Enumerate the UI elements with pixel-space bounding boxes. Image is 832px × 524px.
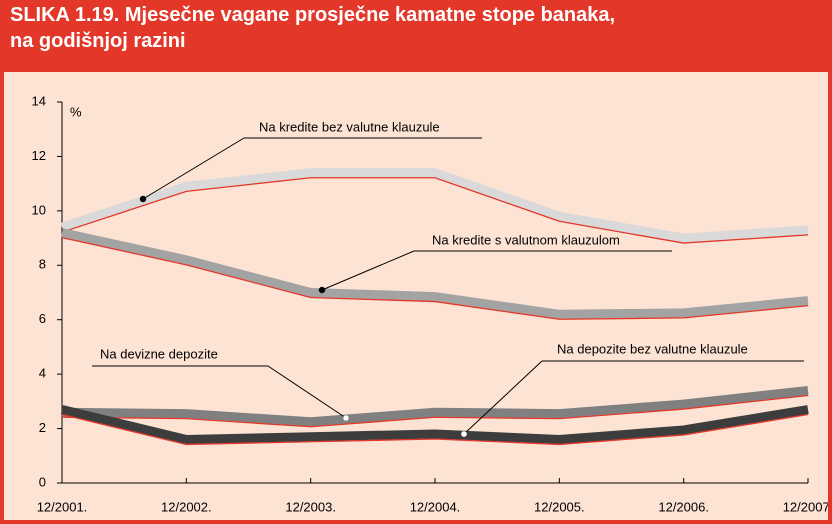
y-tick-label: 12 (32, 148, 46, 163)
x-tick-label: 12/2005. (534, 499, 585, 514)
series-edge (61, 177, 809, 244)
x-tick-label: 12/2002. (161, 499, 212, 514)
y-tick-label: 0 (39, 474, 46, 489)
series-label: Na kredite s valutnom klauzulom (432, 232, 620, 247)
annotation-dot (342, 414, 350, 422)
series-label: Na devizne depozite (100, 346, 218, 361)
annotation-leader (267, 365, 347, 419)
x-tick-label: 12/2001. (37, 499, 88, 514)
title-bar: SLIKA 1.19. Mjesečne vagane prosječne ka… (4, 0, 828, 72)
y-axis-label: % (70, 104, 82, 119)
chart: % 0 2 4 6 8 10 12 14 12/2001. 12/2002. 12/2003. 12/… (32, 93, 828, 514)
y-tick-label: 10 (32, 202, 46, 217)
x-tick-label: 12/2007. (783, 499, 828, 514)
y-tick-label: 6 (39, 311, 46, 326)
x-tick-label: 12/2003. (285, 499, 336, 514)
series-label: Na kredite bez valutne klauzule (259, 119, 440, 134)
chart-title: SLIKA 1.19. Mjesečne vagane prosječne ka… (10, 4, 616, 26)
y-tick-label: 4 (39, 366, 46, 381)
series-line (60, 168, 809, 243)
series-edge (61, 394, 809, 428)
annotation-dot (460, 430, 468, 438)
annotation-leader (142, 137, 245, 200)
annotation-dot (318, 286, 326, 294)
series-line (61, 385, 809, 427)
x-tick-label: 12/2004. (410, 499, 461, 514)
series-label: Na depozite bez valutne klauzule (557, 341, 748, 356)
annotation-leader (321, 250, 415, 291)
annotation-dot (139, 195, 147, 203)
x-tick-label: 12/2006. (658, 499, 709, 514)
series-edge (61, 413, 809, 446)
series-line (60, 405, 809, 444)
y-tick-label: 2 (39, 420, 46, 435)
annotation-leader (463, 360, 543, 435)
y-tick-label: 8 (39, 257, 46, 272)
series-line (61, 228, 809, 319)
y-tick-label: 14 (32, 93, 46, 108)
series-edge (61, 236, 809, 320)
chart-title: na godišnjoj razini (10, 30, 186, 52)
